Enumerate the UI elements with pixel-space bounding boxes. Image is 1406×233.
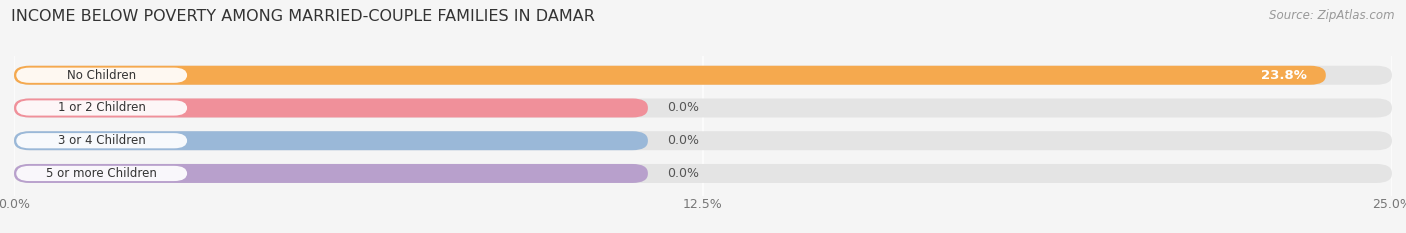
- FancyBboxPatch shape: [17, 100, 187, 116]
- Text: 1 or 2 Children: 1 or 2 Children: [58, 102, 146, 114]
- FancyBboxPatch shape: [14, 66, 1326, 85]
- FancyBboxPatch shape: [14, 131, 648, 150]
- Text: Source: ZipAtlas.com: Source: ZipAtlas.com: [1270, 9, 1395, 22]
- FancyBboxPatch shape: [17, 68, 187, 83]
- Text: 3 or 4 Children: 3 or 4 Children: [58, 134, 146, 147]
- Text: 0.0%: 0.0%: [668, 134, 699, 147]
- FancyBboxPatch shape: [14, 66, 1392, 85]
- Text: 0.0%: 0.0%: [668, 102, 699, 114]
- Text: 5 or more Children: 5 or more Children: [46, 167, 157, 180]
- FancyBboxPatch shape: [14, 164, 648, 183]
- FancyBboxPatch shape: [14, 164, 1392, 183]
- FancyBboxPatch shape: [17, 133, 187, 148]
- Text: No Children: No Children: [67, 69, 136, 82]
- Text: 0.0%: 0.0%: [668, 167, 699, 180]
- FancyBboxPatch shape: [14, 99, 648, 117]
- FancyBboxPatch shape: [14, 99, 1392, 117]
- Text: INCOME BELOW POVERTY AMONG MARRIED-COUPLE FAMILIES IN DAMAR: INCOME BELOW POVERTY AMONG MARRIED-COUPL…: [11, 9, 595, 24]
- Text: 23.8%: 23.8%: [1261, 69, 1306, 82]
- FancyBboxPatch shape: [17, 166, 187, 181]
- FancyBboxPatch shape: [14, 131, 1392, 150]
